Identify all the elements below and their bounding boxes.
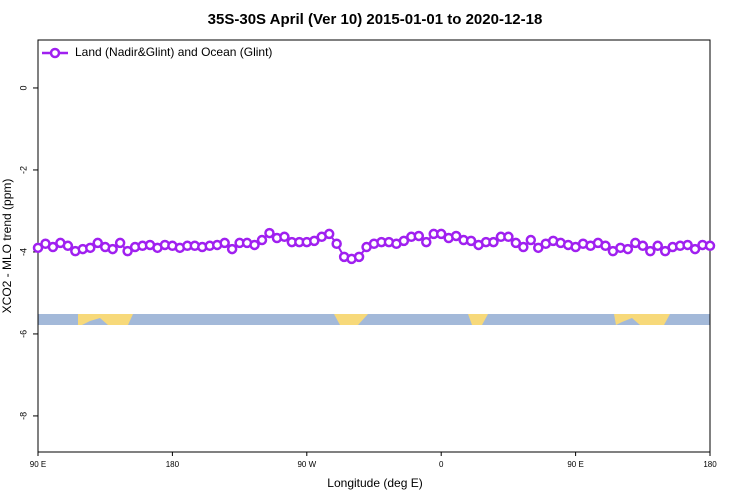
land — [468, 314, 488, 325]
y-tick-label: -8 — [18, 412, 28, 420]
point — [219, 237, 230, 249]
x-axis-label: Longitude (deg E) — [327, 476, 422, 490]
point — [256, 234, 268, 246]
point — [249, 239, 260, 251]
y-axis-label: XCO2 - MLO trend (ppm) — [0, 179, 14, 314]
legend: Land (Nadir&Glint) and Ocean (Glint) — [42, 45, 272, 59]
point — [450, 230, 462, 242]
land — [334, 314, 368, 325]
point — [226, 243, 238, 255]
point — [659, 245, 671, 257]
point — [122, 245, 133, 257]
point — [600, 240, 611, 252]
point — [488, 236, 499, 248]
point — [62, 240, 74, 252]
ocean-band — [38, 314, 710, 325]
point — [503, 231, 514, 243]
point — [533, 242, 544, 254]
point — [689, 243, 701, 255]
point — [85, 242, 96, 254]
legend-label: Land (Nadir&Glint) and Ocean (Glint) — [75, 45, 272, 59]
x-tick-label: 90 W — [297, 460, 316, 469]
point — [645, 245, 656, 257]
point — [682, 239, 693, 251]
point — [510, 237, 522, 249]
point — [32, 242, 44, 254]
legend-marker — [49, 47, 61, 59]
point — [309, 235, 320, 247]
point — [353, 251, 365, 263]
x-tick-label: 180 — [166, 460, 180, 469]
point — [279, 231, 290, 243]
point — [435, 228, 447, 240]
chart-title: 35S-30S April (Ver 10) 2015-01-01 to 202… — [208, 11, 543, 28]
point — [622, 243, 634, 255]
point — [331, 238, 342, 249]
y-tick-label: -4 — [18, 248, 28, 256]
point — [264, 227, 275, 239]
point — [637, 240, 649, 252]
y-tick-label: 0 — [18, 85, 28, 90]
point — [421, 236, 432, 248]
point — [47, 241, 59, 253]
point — [518, 241, 529, 253]
point — [465, 235, 477, 247]
point — [652, 240, 663, 252]
point — [525, 234, 537, 246]
map-strip — [38, 314, 710, 325]
point — [704, 240, 716, 252]
land — [78, 314, 133, 325]
point — [398, 235, 410, 247]
x-tick-label: 90 E — [30, 460, 46, 469]
x-tick-label: 0 — [439, 460, 444, 469]
x-tick-label: 90 E — [567, 460, 583, 469]
point — [107, 243, 118, 255]
point — [92, 237, 103, 249]
point — [114, 237, 126, 249]
point — [323, 228, 335, 240]
y-tick-label: -2 — [18, 166, 28, 174]
land — [614, 314, 670, 325]
y-tick-label: -6 — [18, 330, 28, 338]
point — [413, 230, 425, 242]
x-tick-label: 180 — [703, 460, 717, 469]
